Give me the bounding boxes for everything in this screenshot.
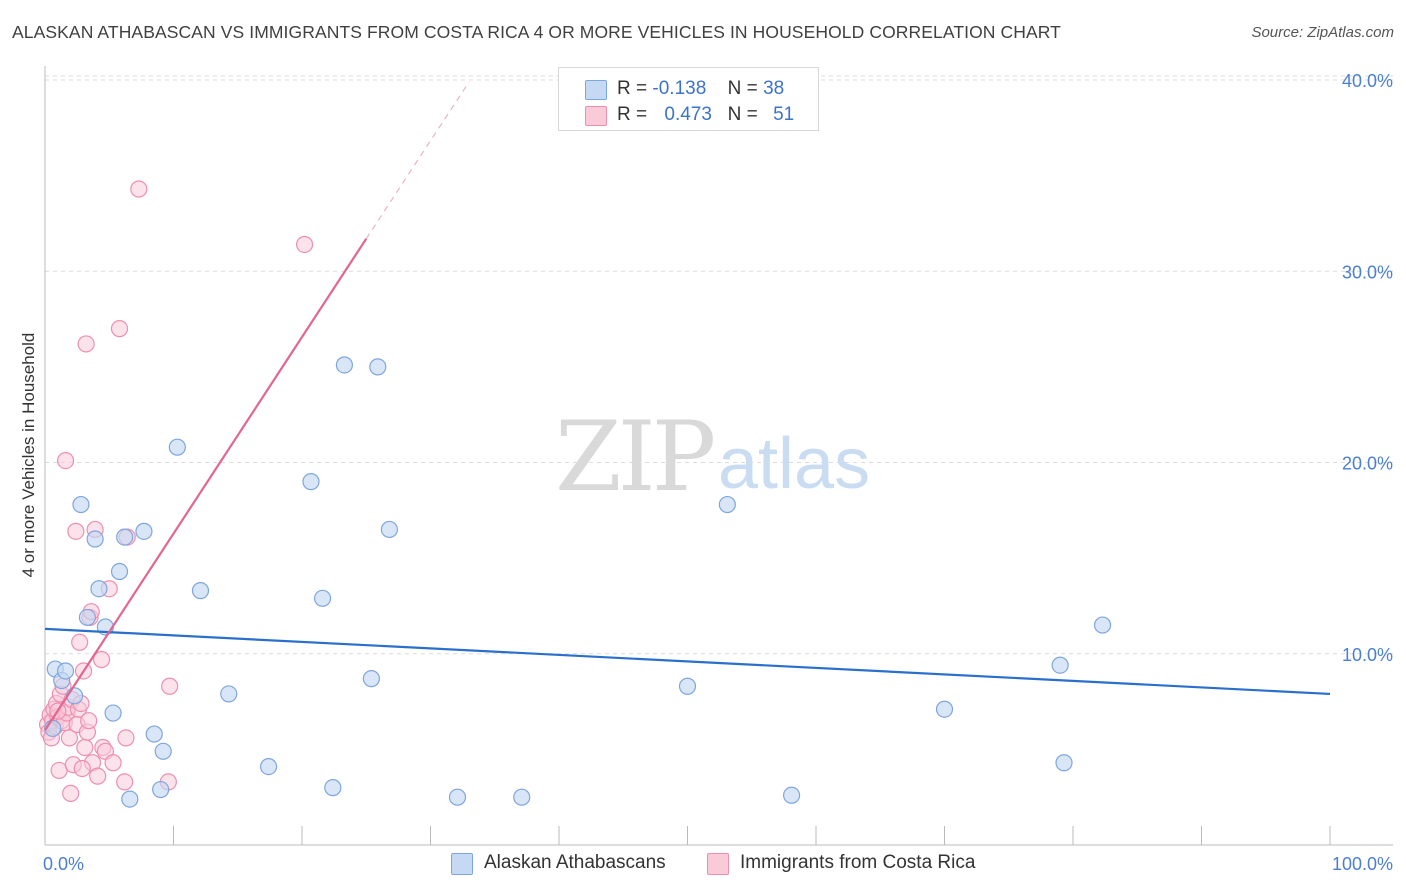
legend-stats-costa-rica: R = 0.473 N = 51 <box>617 104 794 126</box>
data-point-athabascan <box>116 528 134 546</box>
data-point-athabascan <box>448 788 467 806</box>
correlation-legend: R = -0.138 N = 38 R = 0.473 N = 51 <box>558 67 819 131</box>
bottom-legend-label: Immigrants from Costa Rica <box>740 852 976 873</box>
data-point-athabascan <box>72 495 90 514</box>
n-value: 38 <box>763 78 785 99</box>
x-tick-label-max: 100.0% <box>1332 854 1393 874</box>
watermark-atlas: atlas <box>718 424 870 504</box>
y-axis-label: 4 or more Vehicles in Household <box>19 333 38 578</box>
data-point-athabascan <box>313 589 332 607</box>
source-label: Source: ZipAtlas.com <box>1251 24 1394 41</box>
data-point-athabascan <box>302 473 320 491</box>
data-point-athabascan <box>168 438 186 456</box>
r-label: R = <box>617 104 648 125</box>
n-label: N = <box>727 78 758 99</box>
data-point-athabascan <box>1093 616 1112 634</box>
data-point-costa-rica <box>117 729 135 747</box>
data-point-costa-rica <box>295 235 314 254</box>
bottom-swatch-pink <box>707 853 729 875</box>
watermark: ZIP atlas <box>555 401 870 513</box>
data-point-athabascan <box>191 582 210 600</box>
bottom-legend-label: Alaskan Athabascans <box>484 852 666 873</box>
data-point-athabascan <box>1051 656 1069 674</box>
data-point-costa-rica <box>77 335 95 353</box>
data-point-athabascan <box>110 562 129 581</box>
legend-swatch-blue <box>585 80 607 100</box>
data-point-athabascan <box>56 662 75 680</box>
r-value: 0.473 <box>664 104 712 125</box>
data-point-athabascan <box>369 358 387 376</box>
y-tick-label: 30.0% <box>1342 262 1393 282</box>
data-point-athabascan <box>121 790 139 808</box>
data-point-athabascan <box>220 685 238 703</box>
data-point-costa-rica <box>73 759 91 778</box>
data-point-athabascan <box>782 786 801 804</box>
legend-swatch-pink <box>585 106 607 126</box>
data-point-athabascan <box>1055 754 1073 772</box>
data-point-athabascan <box>145 725 163 743</box>
data-point-costa-rica <box>60 729 79 747</box>
data-point-costa-rica <box>116 773 134 791</box>
data-point-costa-rica <box>71 633 89 651</box>
data-point-costa-rica <box>76 738 94 757</box>
legend-stats-athabascan: R = -0.138 N = 38 <box>617 78 784 100</box>
data-point-athabascan <box>513 788 531 806</box>
data-point-athabascan <box>678 677 697 695</box>
data-point-athabascan <box>935 700 954 718</box>
data-point-athabascan <box>152 780 170 799</box>
data-point-athabascan <box>718 495 736 514</box>
data-point-athabascan <box>86 530 104 548</box>
r-label: R = <box>617 78 648 99</box>
data-point-costa-rica <box>92 650 111 669</box>
n-label: N = <box>727 104 758 125</box>
data-point-costa-rica <box>161 677 179 695</box>
data-point-costa-rica <box>110 320 129 338</box>
x-tick-label-min: 0.0% <box>43 854 84 874</box>
data-point-costa-rica <box>104 754 122 772</box>
y-tick-label: 20.0% <box>1342 454 1393 474</box>
tick-labels: 10.0% 20.0% 30.0% 40.0% 0.0% 100.0% <box>43 71 1393 874</box>
data-point-athabascan <box>335 356 354 374</box>
data-point-athabascan <box>259 757 278 776</box>
data-point-athabascan <box>78 608 97 627</box>
r-value: -0.138 <box>652 78 707 99</box>
data-point-costa-rica <box>56 451 75 470</box>
trend-line-costa-rica <box>44 238 368 731</box>
chart-title: ALASKAN ATHABASCAN VS IMMIGRANTS FROM CO… <box>12 22 1061 42</box>
data-point-athabascan <box>154 742 172 760</box>
trend-line-athabascan <box>44 627 1331 696</box>
data-point-athabascan <box>90 580 108 598</box>
data-point-costa-rica <box>67 522 85 540</box>
y-tick-label: 40.0% <box>1342 71 1393 91</box>
data-point-costa-rica <box>130 180 148 198</box>
trend-line-costa-rica-extension <box>365 81 470 240</box>
watermark-zip: ZIP <box>555 401 714 513</box>
series-costa-rica-points <box>38 180 314 802</box>
n-value: 51 <box>773 104 795 125</box>
data-point-athabascan <box>65 687 84 705</box>
gridlines <box>45 75 1393 655</box>
data-point-athabascan <box>362 670 380 688</box>
data-point-costa-rica <box>80 712 98 730</box>
data-point-athabascan <box>324 779 342 797</box>
data-point-costa-rica <box>62 784 80 802</box>
data-point-athabascan <box>104 704 122 722</box>
bottom-swatch-blue <box>451 853 473 875</box>
data-point-athabascan <box>135 522 153 540</box>
data-point-athabascan <box>380 520 398 539</box>
data-point-costa-rica <box>89 767 107 785</box>
series-athabascan-points <box>44 356 1112 808</box>
trend-lines <box>44 81 1331 731</box>
y-tick-label: 10.0% <box>1342 645 1393 665</box>
